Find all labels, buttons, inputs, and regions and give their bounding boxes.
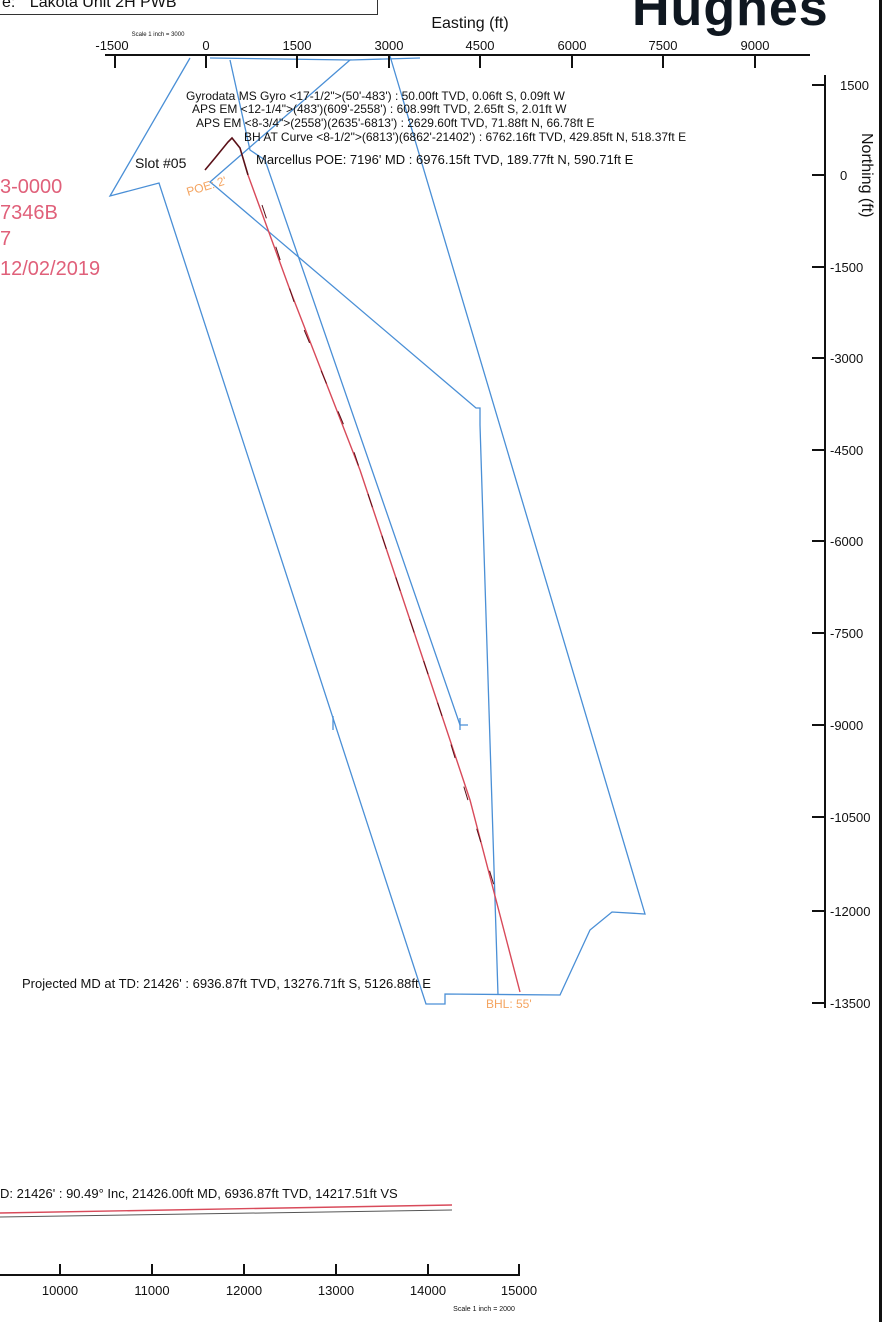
section-view: D: 21426' : 90.49° Inc, 21426.00ft MD, 6…	[0, 1186, 537, 1313]
bhl-label: BHL: 55'	[486, 997, 532, 1011]
section-tick-label: 10000	[42, 1283, 78, 1298]
annotation-aps-em-2: APS EM <8-3/4">(2558')(2635'-6813') : 26…	[196, 116, 594, 130]
section-tick-label: 15000	[501, 1283, 537, 1298]
section-reference-line	[0, 1209, 453, 1218]
section-tick-label: 11000	[134, 1283, 169, 1298]
wellbore-header-box	[0, 0, 378, 15]
easting-tick-label: 9000	[741, 38, 770, 53]
lease-boundaries	[108, 55, 646, 1005]
northing-tick-label: -13500	[830, 996, 870, 1011]
northing-tick-label: 0	[840, 168, 847, 183]
left-info-line: 3-0000	[0, 176, 63, 198]
section-well-line	[0, 1204, 453, 1214]
easting-tick-label: 0	[202, 38, 209, 53]
annotation-marcellus-poe: Marcellus POE: 7196' MD : 6976.15ft TVD,…	[256, 152, 634, 167]
annotation-gyro: Gyrodata MS Gyro <17-1/2">(50'-483') : 5…	[186, 89, 565, 103]
lease-setback-boundary	[208, 57, 499, 996]
easting-tick-label: -1500	[95, 38, 128, 53]
easting-tick-label: 1500	[283, 38, 312, 53]
well-path-lateral-dark	[261, 204, 501, 906]
easting-axis	[105, 54, 810, 68]
northing-axis-title: Northing (ft)	[858, 133, 875, 217]
page-right-border	[879, 0, 882, 1322]
easting-axis-title: Easting (ft)	[431, 15, 508, 32]
northing-tick-label: -4500	[830, 443, 863, 458]
section-tick-label: 14000	[410, 1283, 446, 1298]
section-td-annotation: D: 21426' : 90.49° Inc, 21426.00ft MD, 6…	[0, 1186, 398, 1201]
section-tick-label: 13000	[318, 1283, 354, 1298]
well-path	[204, 136, 521, 993]
northing-tick-label: -1500	[830, 260, 863, 275]
left-info-line: 7	[0, 228, 12, 250]
easting-tick-label: 7500	[649, 38, 678, 53]
lease-outer-boundary	[108, 55, 646, 1005]
northing-tick-label: -7500	[830, 626, 863, 641]
poe-label: POE: 2'	[185, 173, 228, 198]
easting-tick-label: 6000	[558, 38, 587, 53]
annotation-bh-curve: BH AT Curve <8-1/2">(6813')(6862'-21402'…	[244, 130, 686, 144]
projected-td-annotation: Projected MD at TD: 21426' : 6936.87ft T…	[22, 976, 431, 991]
section-scale-note: Scale 1 inch = 2000	[453, 1306, 515, 1313]
easting-tick-labels: -1500 0 1500 3000 4500 6000 7500 9000	[95, 38, 769, 53]
section-tick-label: 12000	[226, 1283, 262, 1298]
well-path-lateral	[247, 174, 521, 993]
northing-tick-label: -10500	[830, 810, 870, 825]
easting-tick-label: 4500	[466, 38, 495, 53]
lease-inner-boundary	[229, 59, 468, 726]
left-info-line: 12/02/2019	[0, 258, 101, 280]
northing-tick-label: -3000	[830, 351, 863, 366]
annotation-aps-em-1: APS EM <12-1/4">(483')(609'-2558') : 608…	[192, 102, 567, 116]
well-path-curve	[204, 136, 249, 176]
northing-tick-label: -6000	[830, 534, 863, 549]
northing-axis	[812, 75, 826, 1008]
easting-tick-label: 3000	[375, 38, 404, 53]
wellbore-name: Lakota Unit 2H PWB	[29, 0, 177, 11]
northing-tick-label: -12000	[830, 904, 870, 919]
northing-tick-label: 1500	[840, 78, 869, 93]
northing-tick-label: -9000	[830, 718, 863, 733]
easting-scale-note: Scale 1 inch = 3000	[132, 32, 186, 38]
slot-label: Slot #05	[135, 155, 187, 171]
plan-annotations: Gyrodata MS Gyro <17-1/2">(50'-483') : 5…	[22, 89, 686, 1011]
wellbore-header: e: Lakota Unit 2H PWB	[2, 0, 177, 12]
lease-inner-boundary-seg	[349, 57, 421, 61]
northing-tick-labels: 1500 0 -1500 -3000 -4500 -6000 -7500 -90…	[830, 78, 870, 1011]
wellbore-header-prefix: e:	[2, 0, 16, 11]
left-info-line: 7346B	[0, 202, 58, 224]
company-logo: Hughes	[632, 0, 829, 37]
